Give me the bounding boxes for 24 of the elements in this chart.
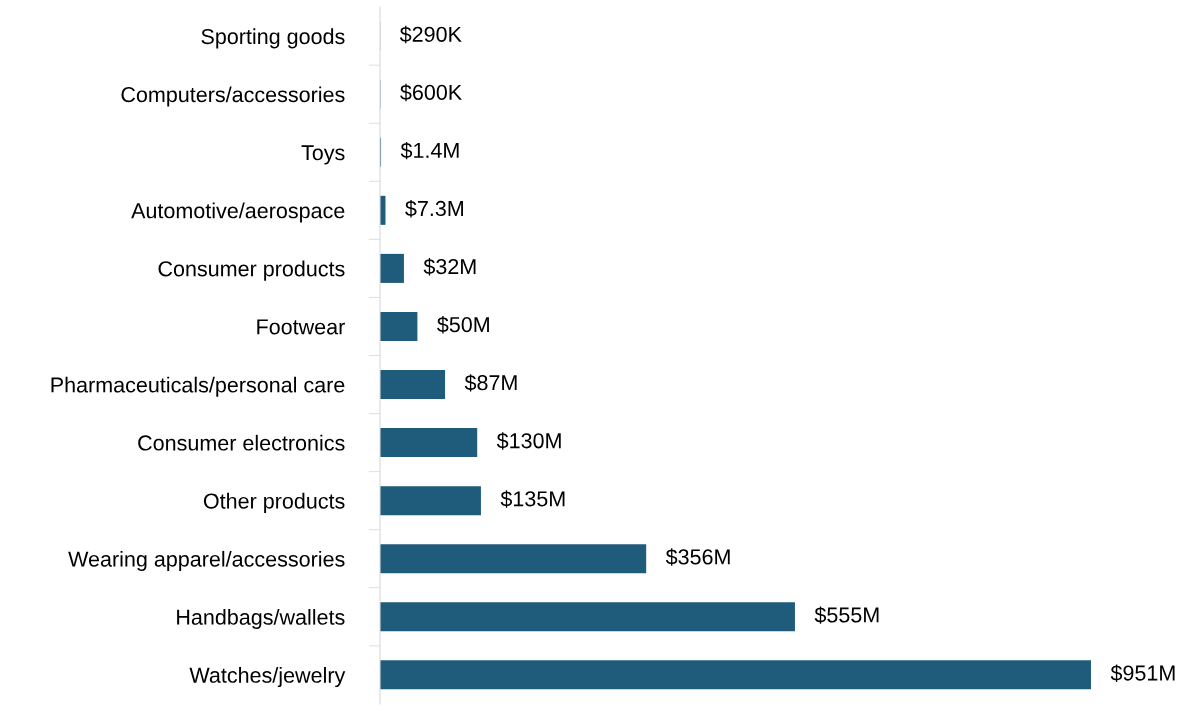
data-label: $135M <box>500 490 565 508</box>
y-tick-label: Sporting goods <box>201 28 345 49</box>
y-tick-label: Automotive/aerospace <box>131 202 345 223</box>
data-label: $32M <box>423 258 476 276</box>
data-label: $356M <box>665 548 730 566</box>
y-tick-label: Watches/jewelry <box>189 667 346 688</box>
y-tick-label: Footwear <box>257 319 345 335</box>
data-label: $600K <box>400 83 462 102</box>
y-tick-label: Computers/accessories <box>121 86 345 107</box>
data-label: $87M <box>464 374 517 392</box>
data-label: $7.3M <box>405 199 463 218</box>
data-label: $1.4M <box>400 141 459 160</box>
y-tick-label: Consumer products <box>158 260 345 281</box>
y-tick-label: Wearing apparel/accessories <box>68 550 345 571</box>
y-tick-label: Other products <box>203 492 345 513</box>
data-label: $555M <box>814 606 879 624</box>
y-tick-label: Toys <box>301 145 345 165</box>
y-tick-label: Consumer electronics <box>138 434 345 451</box>
y-tick-label: Handbags/wallets <box>177 608 345 630</box>
data-label: $50M <box>437 316 489 334</box>
y-tick-label: Pharmaceuticals/personal care <box>51 376 345 397</box>
data-label: $130M <box>496 432 561 450</box>
data-label: $951M <box>1110 664 1175 682</box>
data-label: $290K <box>399 25 462 44</box>
